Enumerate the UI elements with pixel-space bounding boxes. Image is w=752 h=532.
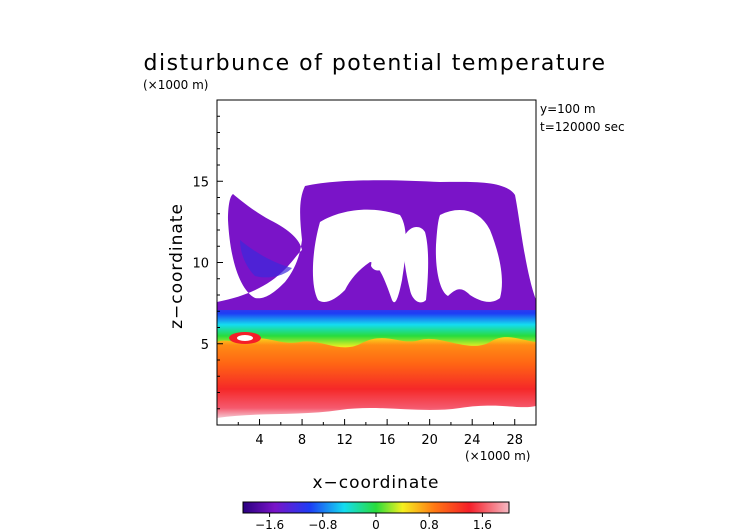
annotation-y: y=100 m: [540, 102, 596, 116]
x-axis-label: x−coordinate: [313, 473, 440, 493]
white-pocket: [371, 256, 385, 271]
colorbar-tick-label: 0.8: [420, 518, 439, 532]
colorbar: [242, 501, 510, 514]
colorbar-ticks: −1.6 −0.8 0 0.8 1.6: [255, 513, 492, 532]
transition-band: [217, 302, 536, 348]
x-tick-label: 12: [336, 433, 353, 448]
x-axis: 4 8 12 16 20 24 28: [237, 419, 523, 448]
x-tick-label: 4: [255, 433, 263, 448]
y-unit-label: (×1000 m): [143, 78, 208, 92]
warm-layer: [217, 335, 536, 418]
temperature-field: [217, 180, 536, 418]
blue-patch: [240, 240, 292, 278]
y-axis-label: z−coordinate: [167, 203, 187, 329]
x-tick-label: 8: [298, 433, 306, 448]
x-tick-label: 24: [464, 433, 481, 448]
y-tick-label: 5: [201, 338, 209, 353]
y-tick-label: 10: [192, 257, 209, 272]
x-unit-label: (×1000 m): [465, 449, 530, 463]
annotation-t: t=120000 sec: [540, 120, 625, 134]
x-tick-label: 28: [506, 433, 523, 448]
white-pocket: [403, 226, 429, 303]
hot-spot-core: [237, 335, 253, 341]
white-pocket: [312, 209, 406, 303]
y-axis: 5 10 15: [192, 115, 223, 410]
colorbar-tick-label: −0.8: [308, 518, 337, 532]
colorbar-tick-label: 1.6: [473, 518, 492, 532]
x-tick-label: 20: [421, 433, 438, 448]
colorbar-tick-label: −1.6: [255, 518, 284, 532]
chart-title: disturbunce of potential temperature: [144, 51, 607, 76]
white-pocket: [435, 210, 502, 302]
x-tick-label: 16: [379, 433, 396, 448]
colorbar-tick-label: 0: [372, 518, 380, 532]
y-tick-label: 15: [192, 175, 209, 190]
